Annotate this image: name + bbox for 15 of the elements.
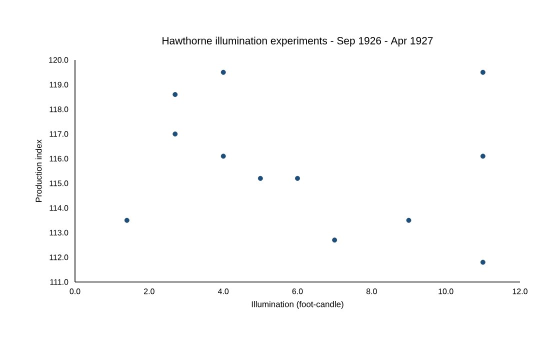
point (172, 132, 178, 136)
point (480, 154, 486, 159)
chart-title: Hawthorne illumination experiments - Sep 1926 - Apr 1927 (162, 36, 433, 46)
point (480, 70, 486, 75)
point (172, 92, 178, 98)
y-axis-title: Production index (35, 140, 42, 202)
point (258, 176, 263, 181)
point (220, 154, 226, 159)
point (295, 176, 300, 181)
point (480, 260, 486, 265)
point (406, 218, 412, 223)
point (124, 218, 130, 223)
point (332, 238, 338, 243)
point (220, 70, 226, 75)
x-axis-title: Illumination (foot-candle) (252, 300, 344, 309)
